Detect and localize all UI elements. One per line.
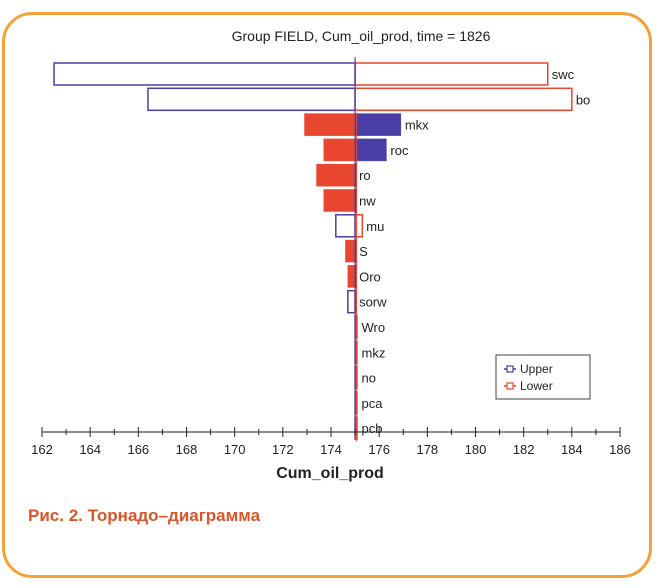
legend-box — [495, 354, 591, 400]
legend-upper-marker — [506, 365, 514, 373]
legend-lower-label: Lower — [520, 379, 553, 393]
x-tick-label-162: 162 — [31, 442, 53, 457]
bar-upper-mu — [335, 214, 356, 238]
category-label-pca: pca — [361, 396, 383, 411]
x-tick-label-176: 176 — [368, 442, 390, 457]
x-tick-label-174: 174 — [320, 442, 342, 457]
chart-title: Group FIELD, Cum_oil_prod, time = 1826 — [232, 28, 491, 44]
x-tick-label-186: 186 — [609, 442, 631, 457]
bar-upper-sorw — [347, 289, 356, 314]
bar-lower-roc — [323, 138, 356, 162]
x-axis: 162 164 166 168 170 172 174 176 178 180 182 184 186 — [31, 427, 631, 457]
category-label-roc: roc — [390, 143, 409, 158]
legend-lower-marker — [506, 382, 514, 390]
category-label-bo: bo — [576, 92, 590, 107]
bar-upper-bo — [147, 87, 356, 112]
figure-frame — [2, 12, 652, 578]
category-label-Wro: Wro — [361, 320, 385, 335]
bar-lower-S — [345, 239, 356, 263]
x-tick-label-164: 164 — [79, 442, 101, 457]
x-tick-label-180: 180 — [465, 442, 487, 457]
bar-lower-nw — [323, 189, 356, 212]
category-label-S: S — [359, 244, 368, 259]
legend-upper-label: Upper — [520, 362, 553, 376]
x-tick-label-184: 184 — [561, 442, 583, 457]
x-axis-label: Cum_oil_prod — [276, 465, 384, 482]
tornado-chart: Group FIELD, Cum_oil_prod, time = 1826 s… — [31, 28, 631, 482]
x-tick-label-166: 166 — [127, 442, 149, 457]
category-label-mkx: mkx — [405, 118, 429, 133]
legend: Upper Lower — [495, 354, 591, 400]
category-label-no: no — [361, 371, 375, 386]
category-label-mu: mu — [366, 219, 384, 234]
bar-lower-bo — [354, 87, 573, 112]
x-tick-label-178: 178 — [416, 442, 438, 457]
bar-lower-Oro — [347, 265, 356, 288]
bar-lower-mkx — [304, 113, 356, 136]
category-label-Oro: Oro — [359, 269, 381, 284]
x-tick-label-168: 168 — [176, 442, 198, 457]
bar-upper-swc — [53, 62, 356, 86]
figure-caption: Рис. 2. Торнадо–диаграмма — [28, 506, 261, 525]
category-label-swc: swc — [552, 67, 575, 82]
category-label-sorw: sorw — [359, 295, 387, 310]
category-label-ro: ro — [359, 168, 371, 183]
bar-upper-mkx — [354, 113, 402, 136]
category-label-mkz: mkz — [361, 345, 385, 360]
bar-lower-swc — [354, 62, 549, 86]
bar-upper-roc — [354, 138, 387, 162]
x-tick-label-170: 170 — [224, 442, 246, 457]
x-tick-label-172: 172 — [272, 442, 294, 457]
category-label-nw: nw — [359, 194, 376, 209]
bar-lower-ro — [316, 163, 356, 187]
x-tick-label-182: 182 — [513, 442, 535, 457]
